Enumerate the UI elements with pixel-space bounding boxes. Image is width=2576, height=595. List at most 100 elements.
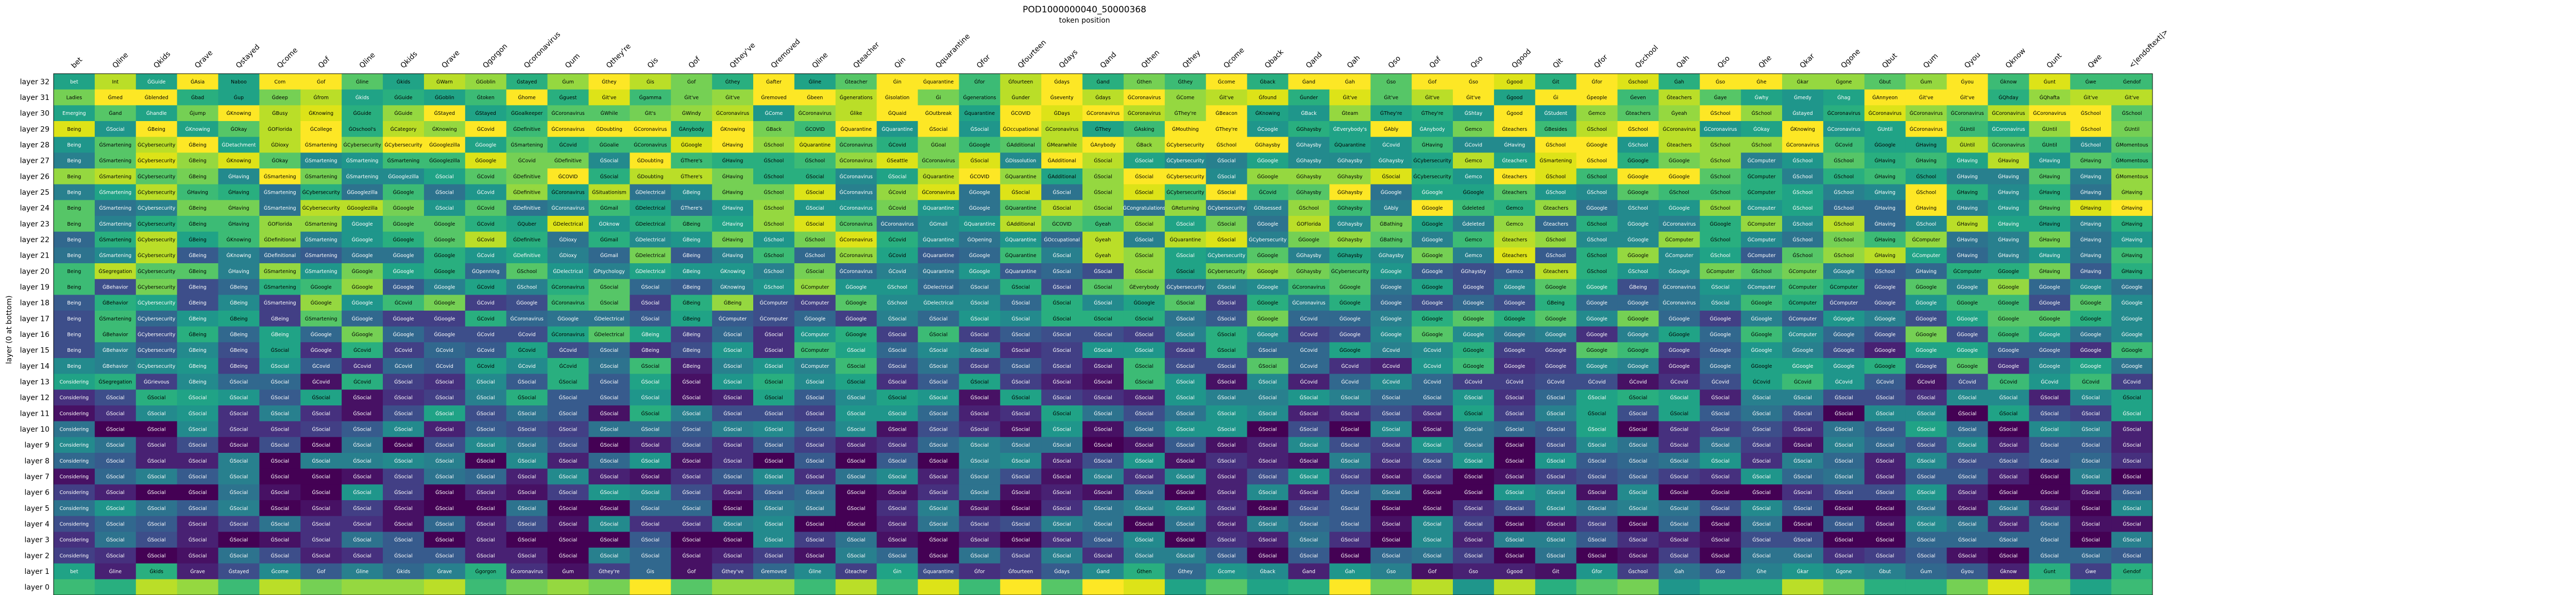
heatmap-cell (1864, 468, 1906, 485)
cell-label: ĠSocial (1464, 537, 1483, 543)
cell-label: ĠGoogle (393, 206, 414, 211)
cell-label: ĠSocial (394, 474, 413, 480)
cell-label: ĠSocial (394, 427, 413, 433)
cell-label: ĠCovid (2041, 380, 2058, 385)
heatmap-cell (794, 579, 836, 595)
cell-label: ĠSocial (1999, 490, 2018, 496)
cell-label: Ġi (1553, 95, 1558, 101)
heatmap-cell (1000, 373, 1042, 390)
cell-label: ĠSocial (312, 395, 330, 401)
cell-label: ĠSocial (1917, 474, 1936, 480)
heatmap-cell (259, 326, 301, 343)
cell-label: ĠAnnyeon (1872, 95, 1897, 101)
cell-label: Ġline (356, 79, 369, 85)
cell-label: ĠSocial (641, 490, 660, 496)
cell-label: ĠSocial (888, 364, 907, 369)
heatmap-cell (1370, 405, 1412, 422)
heatmap-cell (1041, 89, 1083, 106)
heatmap-cell (94, 105, 137, 122)
cell-label: ĠCoronavirus (1992, 111, 2025, 116)
cell-label: ĠGoogle (1751, 316, 1772, 322)
heatmap-cell (1082, 579, 1124, 595)
cell-label: ĠGoogle (1422, 253, 1443, 259)
cell-label: ĠStayed (476, 111, 496, 116)
cell-label: Ġstayed (517, 79, 537, 85)
heatmap-cell (1082, 532, 1124, 548)
cell-label: ĠGoogle (1463, 300, 1484, 306)
heatmap-cell (1412, 231, 1453, 248)
cell-label: ĠSocial (1423, 395, 1442, 401)
heatmap-cell (423, 500, 466, 517)
heatmap-cell (423, 358, 466, 375)
cell-label: ĠGoogle (352, 253, 373, 259)
heatmap-cell (2029, 295, 2071, 311)
heatmap-cell (94, 437, 137, 453)
heatmap-cell (835, 484, 877, 501)
cell-label: ĠAnybody (1091, 143, 1116, 148)
heatmap-cell (1905, 279, 1947, 295)
cell-label: ĠMomentous (2116, 174, 2148, 180)
heatmap-cell (1617, 89, 1659, 106)
heatmap-cell (1288, 326, 1330, 343)
cell-label: ĠSocial (641, 285, 660, 291)
heatmap-cell (671, 405, 713, 422)
heatmap-cell (959, 184, 1001, 200)
heatmap-cell (588, 231, 630, 248)
heatmap-cell (918, 263, 959, 280)
heatmap-cell (2070, 532, 2112, 548)
heatmap-cell (835, 263, 877, 280)
heatmap-cell (1535, 453, 1577, 469)
cell-label: ĠSocial (1300, 490, 1318, 496)
heatmap-cell (1041, 500, 1083, 517)
heatmap-cell (1453, 105, 1495, 122)
cell-label: ĠSchool (2122, 111, 2142, 116)
heatmap-cell (1658, 389, 1700, 406)
cell-label: ĠSocial (1053, 506, 1071, 512)
cell-label: ĠKnowing (227, 158, 251, 164)
cell-label: ĠSchool (1834, 237, 1854, 243)
heatmap-cell (671, 563, 713, 580)
cell-label: ĠSocial (1053, 364, 1071, 369)
heatmap-cell (1658, 563, 1700, 580)
heatmap-cell (835, 89, 877, 106)
heatmap-cell (1988, 389, 2029, 406)
cell-label: ĠSocial (1259, 364, 1277, 369)
cell-label: ĠGoogle (1874, 364, 1895, 369)
heatmap-cell (2029, 152, 2071, 169)
cell-label: ĠSocial (1341, 522, 1360, 528)
cell-label: Ġyeah (1095, 237, 1111, 243)
cell-label: ĠSocial (1588, 522, 1606, 528)
heatmap-cell (1206, 279, 1248, 295)
cell-label: ĠCybersecurity (138, 190, 176, 196)
cell-label: Ġit've (2125, 95, 2139, 101)
heatmap-cell (177, 311, 219, 327)
heatmap-cell (2070, 121, 2112, 138)
heatmap-cell (54, 548, 95, 564)
cell-label: Ġteam (1342, 111, 1358, 116)
heatmap-cell (1617, 121, 1659, 138)
heatmap-cell (1370, 326, 1412, 343)
heatmap-cell (300, 231, 342, 248)
cell-label: ĠSocial (600, 522, 619, 528)
heatmap-cell (1329, 453, 1371, 469)
cell-label: ĠSocial (1382, 506, 1400, 512)
heatmap-cell (1535, 231, 1577, 248)
heatmap-cell (588, 168, 630, 185)
heatmap-cell (218, 548, 260, 564)
cell-label: Ġafter (766, 79, 782, 85)
heatmap-cell (135, 500, 178, 517)
cell-label: ĠSocial (477, 395, 495, 401)
cell-label: ĠSocial (929, 364, 948, 369)
cell-label: ĠGrievous (144, 380, 170, 385)
cell-label: Ġit've (1960, 95, 1975, 101)
cell-label: ĠSocial (271, 553, 290, 559)
cell-label: ĠSocial (971, 411, 989, 417)
cell-label: ĠSocial (1629, 411, 1648, 417)
heatmap-cell (383, 152, 425, 169)
heatmap-cell (1700, 563, 1741, 580)
heatmap-cell (1864, 421, 1906, 437)
heatmap-cell (1905, 74, 1947, 90)
cell-label: ĠSocial (847, 348, 866, 353)
heatmap-cell (1494, 358, 1536, 375)
cell-label: ĠDoubting (637, 174, 664, 180)
